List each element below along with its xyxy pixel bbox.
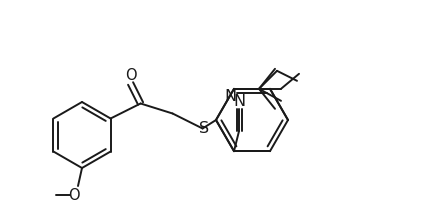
Text: O: O (125, 68, 136, 83)
Text: N: N (233, 94, 245, 109)
Text: N: N (224, 89, 236, 104)
Text: S: S (198, 121, 209, 136)
Text: O: O (68, 187, 80, 202)
